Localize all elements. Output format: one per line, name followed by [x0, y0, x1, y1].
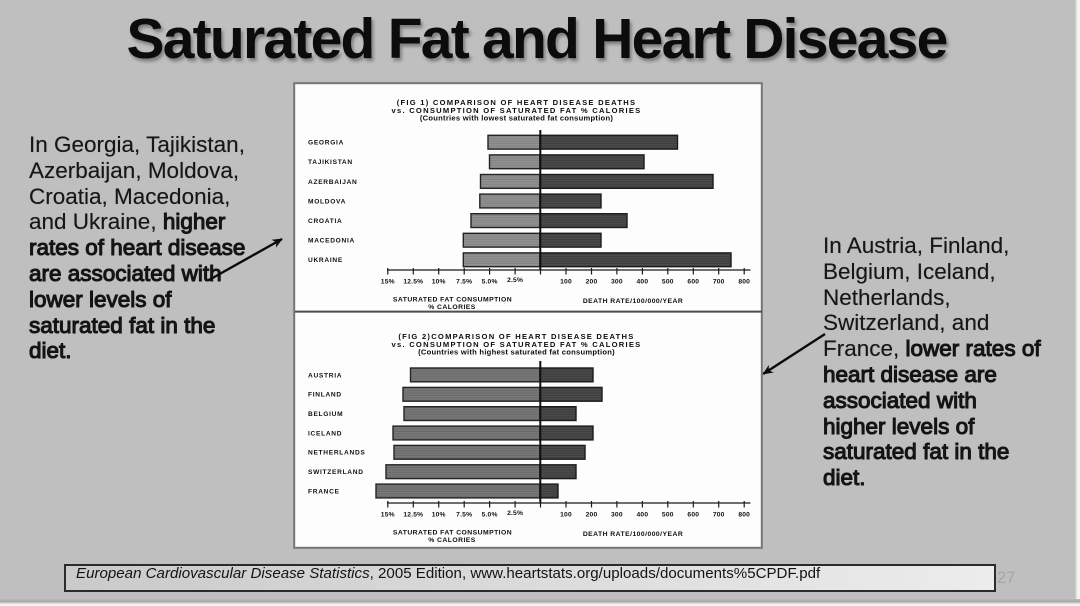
svg-text:SWITZERLAND: SWITZERLAND [308, 469, 364, 476]
svg-text:BELGIUM: BELGIUM [308, 411, 343, 418]
svg-text:15%: 15% [381, 512, 395, 519]
svg-text:500: 500 [662, 279, 674, 286]
svg-text:2.5%: 2.5% [507, 510, 523, 517]
svg-text:300: 300 [611, 279, 623, 286]
svg-text:AZERBAIJAN: AZERBAIJAN [308, 179, 358, 186]
svg-text:CROATIA: CROATIA [308, 218, 342, 225]
svg-text:5.0%: 5.0% [482, 279, 498, 286]
svg-text:MOLDOVA: MOLDOVA [308, 198, 346, 205]
svg-text:DEATH RATE/100/000/YEAR: DEATH RATE/100/000/YEAR [583, 531, 683, 538]
svg-text:100: 100 [560, 512, 572, 519]
svg-text:FRANCE: FRANCE [308, 488, 340, 495]
svg-text:200: 200 [586, 512, 598, 519]
svg-text:200: 200 [586, 279, 598, 286]
svg-text:UKRAINE: UKRAINE [308, 257, 343, 264]
svg-text:400: 400 [637, 279, 649, 286]
svg-text:SATURATED FAT CONSUMPTION: SATURATED FAT CONSUMPTION [393, 297, 512, 304]
svg-text:700: 700 [713, 512, 725, 519]
svg-text:% CALORIES: % CALORIES [428, 304, 476, 311]
svg-text:500: 500 [662, 512, 674, 519]
svg-text:300: 300 [611, 512, 623, 519]
svg-text:100: 100 [560, 279, 572, 286]
svg-text:(FIG 1) COMPARISON OF HEART DI: (FIG 1) COMPARISON OF HEART DISEASE DEAT… [397, 98, 637, 107]
svg-text:10%: 10% [432, 279, 446, 286]
svg-text:GEORGIA: GEORGIA [308, 140, 344, 147]
svg-text:7.5%: 7.5% [456, 279, 472, 286]
svg-text:12.5%: 12.5% [403, 512, 423, 519]
svg-text:2.5%: 2.5% [507, 277, 523, 284]
svg-text:ICELAND: ICELAND [308, 430, 342, 437]
svg-text:vs. CONSUMPTION OF SATURATED F: vs. CONSUMPTION OF SATURATED FAT % CALOR… [392, 340, 642, 349]
svg-text:NETHERLANDS: NETHERLANDS [308, 450, 366, 457]
svg-text:MACEDONIA: MACEDONIA [308, 238, 355, 245]
svg-text:700: 700 [713, 279, 725, 286]
svg-text:15%: 15% [381, 279, 395, 286]
svg-text:TAJIKISTAN: TAJIKISTAN [308, 159, 353, 166]
svg-text:FINLAND: FINLAND [308, 392, 342, 399]
svg-text:12.5%: 12.5% [403, 279, 423, 286]
svg-text:5.0%: 5.0% [482, 512, 498, 519]
svg-text:AUSTRIA: AUSTRIA [308, 372, 342, 379]
svg-text:800: 800 [738, 279, 750, 286]
svg-text:DEATH RATE/100/000/YEAR: DEATH RATE/100/000/YEAR [583, 298, 683, 305]
svg-text:7.5%: 7.5% [456, 512, 472, 519]
svg-text:vs. CONSUMPTION OF SATURATED F: vs. CONSUMPTION OF SATURATED FAT % CALOR… [392, 106, 642, 115]
svg-text:10%: 10% [432, 512, 446, 519]
svg-text:600: 600 [687, 512, 699, 519]
svg-text:SATURATED FAT CONSUMPTION: SATURATED FAT CONSUMPTION [393, 530, 512, 537]
svg-text:(Countries with lowest saturat: (Countries with lowest saturated fat con… [420, 114, 613, 123]
svg-text:400: 400 [637, 512, 649, 519]
svg-text:(FIG 2)COMPARISON OF HEART DIS: (FIG 2)COMPARISON OF HEART DISEASE DEATH… [398, 332, 634, 341]
svg-text:(Countries with highest satura: (Countries with highest saturated fat co… [418, 348, 615, 357]
svg-text:% CALORIES: % CALORIES [428, 537, 476, 544]
svg-text:800: 800 [738, 512, 750, 519]
svg-text:600: 600 [687, 279, 699, 286]
